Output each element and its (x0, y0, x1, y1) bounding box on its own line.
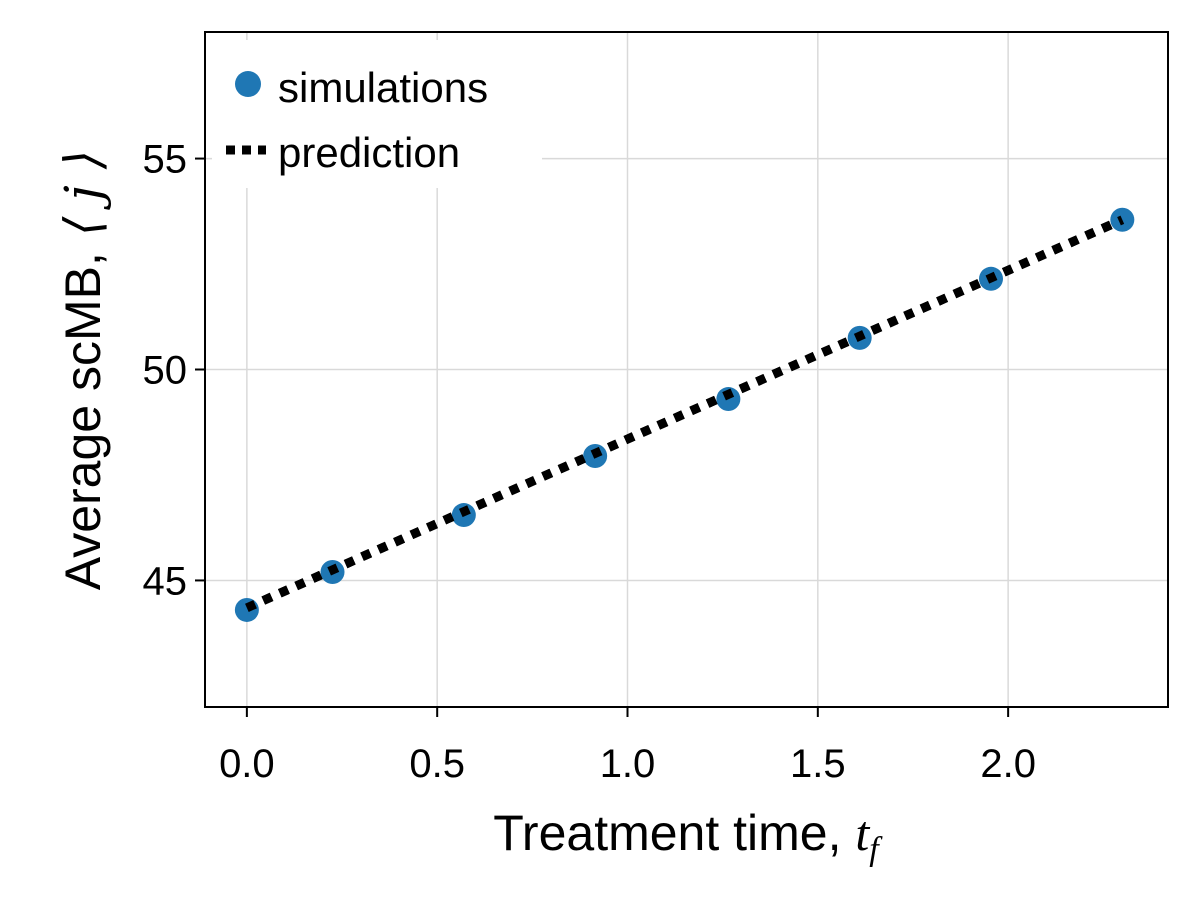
y-axis: 45 50 55 (143, 138, 205, 603)
y-tick-label: 55 (143, 138, 188, 182)
legend-label-simulations: simulations (278, 64, 488, 111)
y-axis-label: Average scMB,⟨ j ⟩ (54, 150, 112, 590)
x-axis: 0.0 0.5 1.0 1.5 2.0 (219, 707, 1036, 786)
x-tick-label: 1.5 (790, 742, 846, 786)
x-tick-label: 0.0 (219, 742, 275, 786)
x-axis-label: Treatment time, tf (493, 805, 883, 868)
prediction-line-overlay (245, 215, 1125, 612)
simulation-point (234, 597, 259, 622)
y-tick-label: 50 (143, 349, 188, 393)
x-tick-label: 0.5 (409, 742, 465, 786)
legend-background (212, 40, 542, 188)
legend-label-prediction: prediction (278, 129, 460, 176)
x-tick-label: 2.0 (980, 742, 1036, 786)
legend: simulations prediction (212, 40, 542, 188)
legend-marker-simulations (235, 71, 261, 97)
y-tick-label: 45 (143, 559, 188, 603)
x-tick-label: 1.0 (600, 742, 656, 786)
series-simulations (234, 207, 1135, 622)
